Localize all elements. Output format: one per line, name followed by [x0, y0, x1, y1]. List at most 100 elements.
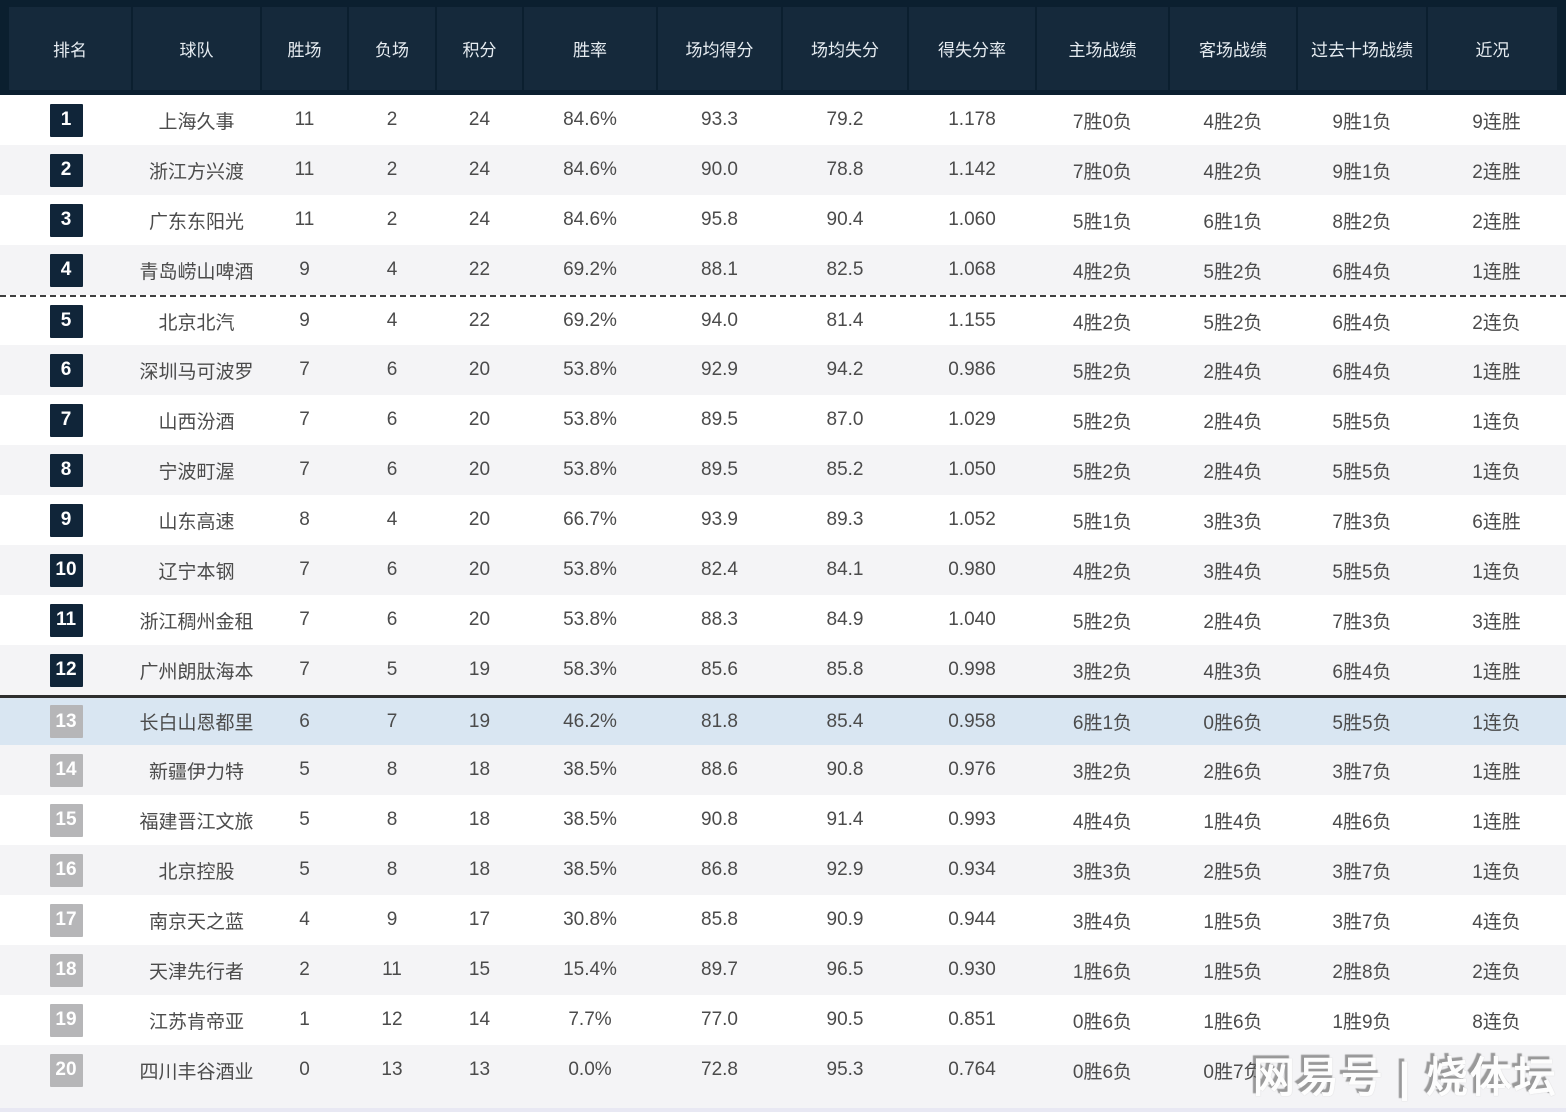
- cell-avg_pts_against: 90.9: [826, 909, 864, 930]
- rank-badge: 1: [49, 103, 83, 137]
- cell-points: 22: [468, 259, 491, 280]
- rank-badge: 13: [49, 705, 83, 738]
- cell-win_pct: 53.8%: [563, 559, 617, 580]
- cell-rank: 2: [0, 153, 132, 187]
- cell-avg_pts_against: 95.3: [826, 1059, 864, 1080]
- cell-points: 19: [468, 710, 491, 732]
- cell-home_record: 0胜6负: [1072, 1011, 1133, 1033]
- cell-avg_pts_for: 88.3: [701, 609, 738, 630]
- col-header-last10_record: 过去十场战绩: [1298, 7, 1426, 90]
- cell-losses: 7: [386, 710, 398, 732]
- cell-avg_pts_for: 77.0: [701, 1009, 738, 1030]
- cell-home_record: 1胜6负: [1072, 961, 1133, 983]
- cell-win_pct: 84.6%: [563, 159, 617, 180]
- cell-pts_ratio: 0.958: [948, 710, 996, 732]
- cell-team: 广州朗肽海本: [139, 661, 254, 683]
- cell-last10_record: 5胜5负: [1332, 561, 1392, 583]
- cell-points: 20: [468, 409, 491, 430]
- footer-strip: [0, 1095, 1566, 1112]
- cell-avg_pts_against: 82.5: [826, 259, 864, 280]
- cell-pts_ratio: 0.980: [948, 559, 996, 580]
- table-row-rank-5: 5 北京北汽 9 4 22 69.2% 94.0 81.4 1.155 4胜2负 5胜2负 6胜4负 2…: [0, 295, 1566, 345]
- cell-avg_pts_for: 88.1: [701, 259, 738, 280]
- cell-rank: 14: [0, 753, 132, 787]
- cell-avg_pts_for: 92.9: [701, 359, 738, 380]
- table-row-rank-4: 4 青岛崂山啤酒 9 4 22 69.2% 88.1 82.5 1.068 4胜2负 5胜2负 6胜4…: [0, 245, 1566, 295]
- cell-away_record: 2胜4负: [1203, 611, 1263, 633]
- cell-rank: 10: [0, 553, 132, 587]
- footer-line: [0, 1108, 1566, 1112]
- col-header-team: 球队: [133, 7, 260, 90]
- cell-points: 24: [468, 109, 491, 130]
- cell-losses: 8: [386, 859, 398, 880]
- cell-streak: 1连负: [1472, 461, 1521, 483]
- cell-losses: 2: [386, 159, 398, 180]
- cell-streak: 1连胜: [1472, 261, 1521, 283]
- cell-avg_pts_against: 91.4: [826, 809, 864, 830]
- cell-last10_record: 2胜8负: [1332, 961, 1392, 983]
- cell-avg_pts_against: 94.2: [826, 359, 864, 380]
- cell-avg_pts_for: 95.8: [701, 209, 738, 230]
- cell-away_record: 3胜3负: [1203, 511, 1263, 533]
- cell-streak: 1连胜: [1472, 811, 1521, 833]
- col-header-pts_ratio: 得失分率: [909, 7, 1035, 90]
- cell-away_record: 5胜2负: [1203, 261, 1263, 283]
- cell-wins: 4: [299, 909, 310, 930]
- cell-wins: 9: [299, 310, 310, 331]
- cell-avg_pts_for: 93.3: [701, 109, 738, 130]
- cell-pts_ratio: 1.050: [948, 459, 996, 480]
- cell-last10_record: 5胜5负: [1332, 713, 1392, 734]
- table-row-rank-11: 11 浙江稠州金租 7 6 20 53.8% 88.3 84.9 1.040 5胜2负 2胜4负 7胜…: [0, 595, 1566, 645]
- rank-badge: 2: [49, 153, 83, 187]
- cell-pts_ratio: 1.040: [948, 609, 996, 630]
- cell-losses: 8: [386, 759, 398, 780]
- rank-badge: 10: [49, 553, 83, 587]
- cell-away_record: 0胜7负: [1203, 1061, 1263, 1083]
- cell-losses: 6: [386, 559, 398, 580]
- cell-rank: 5: [0, 304, 132, 338]
- cell-points: 13: [468, 1059, 491, 1080]
- cell-last10_record: 3胜7负: [1332, 761, 1392, 783]
- cell-last10_record: 9胜1负: [1332, 161, 1392, 183]
- cell-streak: 4连负: [1472, 911, 1521, 933]
- cell-home_record: 5胜1负: [1072, 211, 1133, 233]
- cell-win_pct: 53.8%: [563, 409, 617, 430]
- cell-win_pct: 53.8%: [563, 359, 617, 380]
- cell-wins: 5: [299, 809, 310, 830]
- cell-losses: 6: [386, 459, 398, 480]
- cell-wins: 0: [299, 1059, 310, 1080]
- cell-last10_record: 6胜4负: [1332, 261, 1392, 283]
- cell-win_pct: 30.8%: [563, 909, 617, 930]
- cell-points: 24: [468, 159, 491, 180]
- cell-streak: 8连负: [1472, 1011, 1521, 1033]
- cell-last10_record: 8胜2负: [1332, 211, 1392, 233]
- cell-points: 20: [468, 509, 491, 530]
- cell-pts_ratio: 0.851: [948, 1009, 996, 1030]
- cell-rank: 3: [0, 203, 132, 237]
- cell-team: 深圳马可波罗: [139, 361, 254, 383]
- cell-points: 18: [468, 759, 491, 780]
- cell-wins: 7: [299, 459, 310, 480]
- cell-avg_pts_against: 90.8: [826, 759, 864, 780]
- cell-avg_pts_against: 79.2: [826, 109, 864, 130]
- cell-rank: 17: [0, 903, 132, 937]
- cell-points: 24: [468, 209, 491, 230]
- cell-pts_ratio: 1.155: [948, 310, 996, 331]
- cell-win_pct: 69.2%: [563, 259, 617, 280]
- cell-wins: 5: [299, 759, 310, 780]
- table-row-rank-20: 20 四川丰谷酒业 0 13 13 0.0% 72.8 95.3 0.764 0胜6负 0胜7负: [0, 1045, 1566, 1095]
- cell-team: 上海久事: [158, 111, 235, 133]
- cell-avg_pts_against: 96.5: [826, 959, 864, 980]
- cell-losses: 4: [386, 509, 398, 530]
- cell-losses: 2: [386, 109, 398, 130]
- cell-rank: 1: [0, 103, 132, 137]
- cell-avg_pts_against: 89.3: [826, 509, 864, 530]
- table-row-rank-1: 1 上海久事 11 2 24 84.6% 93.3 79.2 1.178 7胜0负 4胜2负 9胜1负…: [0, 95, 1566, 145]
- cell-last10_record: 5胜5负: [1332, 461, 1392, 483]
- cell-win_pct: 38.5%: [563, 859, 617, 880]
- cell-wins: 7: [299, 609, 310, 630]
- cell-team: 北京北汽: [158, 312, 235, 334]
- cell-team: 天津先行者: [148, 961, 244, 983]
- cell-home_record: 5胜1负: [1072, 511, 1133, 533]
- table-row-rank-2: 2 浙江方兴渡 11 2 24 84.6% 90.0 78.8 1.142 7胜0负 4胜2负 9胜1…: [0, 145, 1566, 195]
